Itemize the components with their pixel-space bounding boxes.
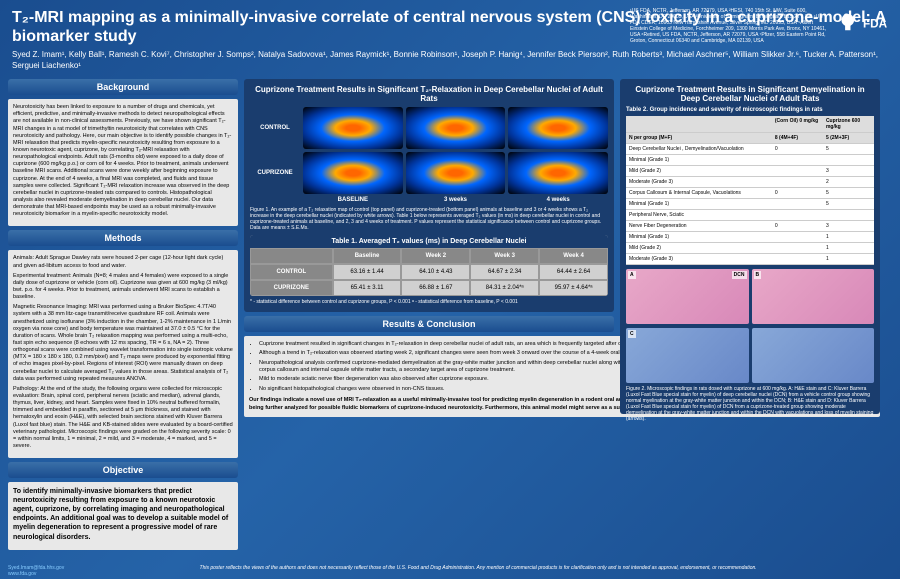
methods-body: Animals: Adult Sprague Dawley rats were … xyxy=(8,250,238,458)
poster-authors: Syed Z. Imam¹, Kelly Ball¹, Ramesh C. Ko… xyxy=(12,50,888,71)
micrograph-row: ADCN B xyxy=(626,269,874,324)
disclaimer: This poster reflects the views of the au… xyxy=(64,565,892,577)
brain-image xyxy=(406,107,506,149)
figure2-caption: Figure 2. Microscopic findings in rats d… xyxy=(626,386,874,422)
brain-grid: CONTROL CUPRIZONE BASELINE 3 weeks 4 wee… xyxy=(250,107,608,203)
objective-header: Objective xyxy=(8,462,238,478)
micrograph-row: C xyxy=(626,328,874,383)
objective-body: To identify minimally-invasive biomarker… xyxy=(8,482,238,550)
results-header: Results & Conclusion xyxy=(244,316,614,332)
micrograph-d xyxy=(752,328,875,383)
table-row: CUPRIZONE 65.41 ± 3.11 66.88 ± 1.67 84.3… xyxy=(250,280,608,296)
affiliations: ¹US FDA, NCTR, Jefferson, AR 72079, USA … xyxy=(630,8,830,44)
background-header: Background xyxy=(8,79,238,95)
table2-panel-title: Cuprizone Treatment Results in Significa… xyxy=(626,85,874,103)
column-right: Cuprizone Treatment Results in Significa… xyxy=(620,79,880,561)
svg-text:FDA: FDA xyxy=(863,17,888,30)
brain-image xyxy=(508,152,608,194)
figure1-panel: Cuprizone Treatment Results in Significa… xyxy=(244,79,614,312)
poster-footer: Syed.Imam@fda.hhs.gov www.fda.gov This p… xyxy=(8,565,892,577)
micrograph-b: B xyxy=(752,269,875,324)
poster-content: Background Neurotoxicity has been linked… xyxy=(0,75,900,565)
brain-image xyxy=(406,152,506,194)
table2-panel: Cuprizone Treatment Results in Significa… xyxy=(620,79,880,414)
background-body: Neurotoxicity has been linked to exposur… xyxy=(8,99,238,226)
column-left: Background Neurotoxicity has been linked… xyxy=(8,79,238,561)
brain-image xyxy=(303,107,403,149)
table1: Table 1. Averaged T₂ values (ms) in Deep… xyxy=(250,235,608,296)
fda-logo: FDA xyxy=(837,8,892,38)
poster-header: T₂-MRI mapping as a minimally-invasive c… xyxy=(0,0,900,75)
figure1-title: Cuprizone Treatment Results in Significa… xyxy=(250,85,608,103)
figure1-caption: Figure 1. An example of a T₂ relaxation … xyxy=(250,207,608,231)
micrograph-c: C xyxy=(626,328,749,383)
brain-image xyxy=(508,107,608,149)
table-header-row: Baseline Week 2 Week 3 Week 4 xyxy=(250,248,608,264)
url-link[interactable]: www.fda.gov xyxy=(8,571,36,577)
column-center: Cuprizone Treatment Results in Significa… xyxy=(244,79,614,561)
brain-image xyxy=(303,152,403,194)
table1-footnote: * - statistical difference between contr… xyxy=(250,299,608,306)
table-row: CONTROL 63.16 ± 1.44 64.10 ± 4.43 64.67 … xyxy=(250,264,608,280)
micrograph-a: ADCN xyxy=(626,269,749,324)
methods-header: Methods xyxy=(8,230,238,246)
table2: (Corn Oil) 0 mg/kg Cuprizone 600 mg/kg N… xyxy=(626,116,874,265)
